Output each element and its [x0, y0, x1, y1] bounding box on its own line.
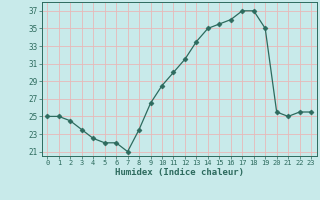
X-axis label: Humidex (Indice chaleur): Humidex (Indice chaleur) [115, 168, 244, 177]
